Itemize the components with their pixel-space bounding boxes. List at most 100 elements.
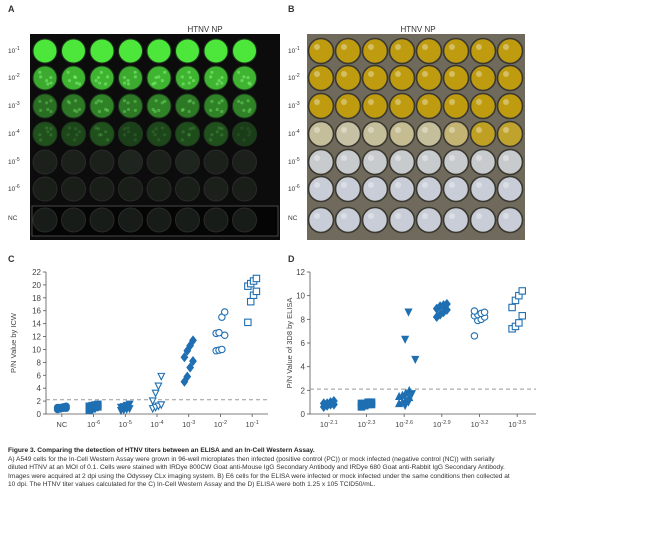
data-point: [480, 308, 489, 316]
elisa-well: [415, 148, 443, 176]
elisa-well: [496, 120, 524, 148]
data-point: [246, 297, 255, 306]
data-point: [148, 397, 157, 406]
data-point: [518, 312, 527, 320]
elisa-well: [307, 175, 335, 203]
fluorescence-well: [118, 121, 143, 147]
fluorescence-well: [118, 38, 143, 64]
fluorescence-well: [203, 121, 229, 147]
elisa-well: [442, 64, 470, 92]
data-point: [407, 390, 416, 399]
elisa-well: [496, 148, 524, 176]
fluorescence-well: [146, 207, 172, 233]
data-point: [508, 303, 516, 312]
fluorescence-well: [203, 38, 229, 64]
panel-d-letter: D: [288, 254, 295, 264]
data-point: [151, 389, 160, 398]
data-point: [220, 308, 229, 316]
fluorescence-well: [232, 207, 257, 233]
y-tick-label: 12: [32, 333, 41, 342]
fluorescence-well: [61, 93, 86, 119]
fluorescence-well: [146, 176, 172, 202]
fluorescence-well: [118, 65, 143, 91]
data-point: [94, 400, 102, 409]
data-point: [215, 328, 223, 337]
elisa-well: [442, 92, 470, 120]
x-tick-label: 10-1: [246, 420, 259, 429]
fluorescence-well: [32, 38, 58, 64]
y-tick-label: 0: [301, 410, 306, 419]
x-tick-label: NC: [56, 420, 67, 429]
panel-b-row-label: 10-6: [288, 184, 300, 194]
elisa-well: [307, 120, 335, 148]
fluorescence-well: [61, 38, 86, 64]
y-tick-label: 2: [301, 386, 306, 395]
x-tick-label: 10-6: [87, 420, 100, 429]
elisa-well: [361, 37, 389, 65]
fluorescence-well: [89, 149, 115, 175]
fluorescence-well: [232, 121, 257, 147]
elisa-well: [442, 120, 470, 148]
elisa-well: [469, 206, 497, 234]
panel-a-letter: A: [8, 4, 15, 14]
panel-b-letter: B: [288, 4, 295, 14]
fluorescence-well: [175, 121, 200, 147]
x-tick-label: 10-2: [214, 420, 227, 429]
data-point: [330, 395, 338, 407]
y-tick-label: 2: [37, 397, 42, 406]
y-tick-label: 6: [301, 339, 306, 348]
fluorescence-well: [232, 38, 257, 64]
caption-body-line-4: 10 dpi. The HTNV titer values calculated…: [8, 481, 376, 489]
elisa-well: [388, 92, 416, 120]
panel-b-row-label: 10-5: [288, 157, 300, 167]
elisa-well: [469, 92, 497, 120]
x-tick-label: 10-2.1: [320, 420, 338, 429]
data-point: [180, 352, 189, 363]
elisa-well: [361, 120, 389, 148]
y-tick-label: 10: [32, 345, 41, 354]
panel-b-row-label: NC: [288, 215, 298, 222]
data-point: [411, 355, 420, 364]
fluorescence-well: [175, 149, 200, 175]
data-point: [401, 335, 410, 344]
fluorescence-well: [118, 93, 143, 119]
fluorescence-well: [232, 93, 257, 119]
data-point: [404, 398, 413, 407]
panel-c-letter: C: [8, 254, 15, 264]
elisa-well: [361, 64, 389, 92]
elisa-well: [334, 64, 362, 92]
elisa-well: [415, 37, 443, 65]
y-tick-label: 14: [32, 320, 41, 329]
panel-b-row-label: 10-3: [288, 101, 300, 111]
elisa-well: [496, 92, 524, 120]
data-point: [125, 400, 134, 409]
elisa-well: [496, 64, 524, 92]
elisa-well: [388, 37, 416, 65]
elisa-well: [361, 148, 389, 176]
data-point: [189, 356, 197, 367]
fluorescence-well: [89, 65, 115, 91]
x-tick-label: 10-2.6: [395, 420, 413, 429]
fluorescence-well: [232, 176, 257, 202]
data-point: [244, 318, 252, 327]
x-tick-label: 10-5: [119, 420, 132, 429]
fluorescence-well: [232, 149, 257, 175]
elisa-well: [469, 37, 497, 65]
data-point: [367, 398, 376, 406]
fluorescence-well: [89, 121, 115, 147]
elisa-scatter-chart: 0 2 4 6 8 10 12 P/N Value of 3D8 by ELISA 10-2.1…: [286, 268, 536, 429]
fluorescence-well: [89, 176, 115, 202]
panel-a-row-label: 10-6: [8, 184, 20, 194]
fluorescence-well: [32, 176, 58, 202]
fluorescence-well: [175, 65, 200, 91]
data-point: [183, 371, 192, 382]
elisa-well: [388, 175, 416, 203]
fluorescence-well: [32, 93, 58, 119]
elisa-well: [415, 120, 443, 148]
fluorescence-well: [203, 149, 229, 175]
fluorescence-well: [203, 65, 229, 91]
data-point: [218, 345, 226, 354]
data-point: [157, 401, 166, 410]
y-tick-label: 18: [32, 294, 41, 303]
elisa-well: [334, 92, 362, 120]
